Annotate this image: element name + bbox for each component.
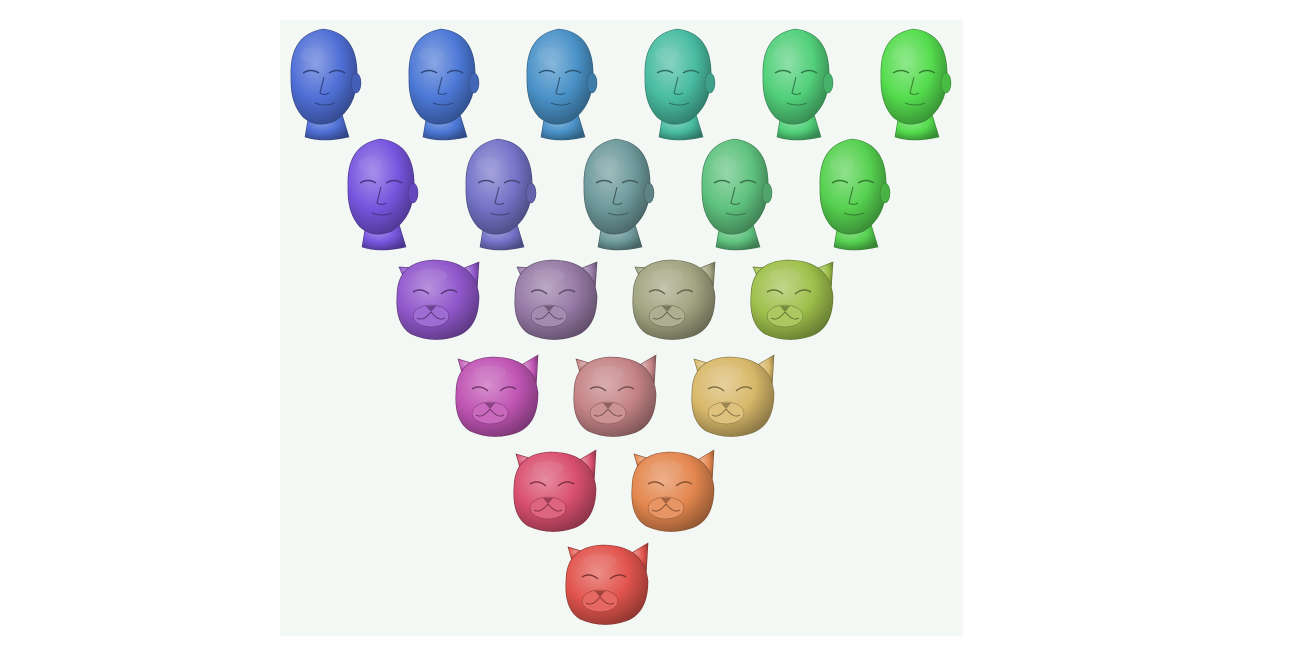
figure-panel (280, 20, 963, 636)
morph-head-r1-c3 (526, 28, 598, 141)
morph-head-r1-c6 (880, 28, 952, 141)
morph-head-r2-c3 (583, 138, 655, 251)
morph-head-r1-c4 (644, 28, 716, 141)
morph-head-r1-c5 (762, 28, 834, 141)
morph-head-r4-c1 (455, 354, 539, 437)
morph-head-r2-c1 (347, 138, 419, 251)
morph-head-r1-c2 (408, 28, 480, 141)
morph-head-r3-c4 (750, 259, 834, 340)
morph-head-r3-c2 (514, 259, 598, 340)
morph-head-r4-c3 (691, 354, 775, 437)
morph-head-r3-c3 (632, 259, 716, 340)
morph-head-r1-c1 (290, 28, 362, 141)
morph-head-r5-c2 (631, 449, 715, 532)
morph-head-r6-c1 (565, 542, 649, 625)
morph-head-r4-c2 (573, 354, 657, 437)
morph-head-r5-c1 (513, 449, 597, 532)
morph-head-r2-c4 (701, 138, 773, 251)
morph-head-r2-c2 (465, 138, 537, 251)
morph-head-r3-c1 (396, 259, 480, 340)
morph-head-r2-c5 (819, 138, 891, 251)
